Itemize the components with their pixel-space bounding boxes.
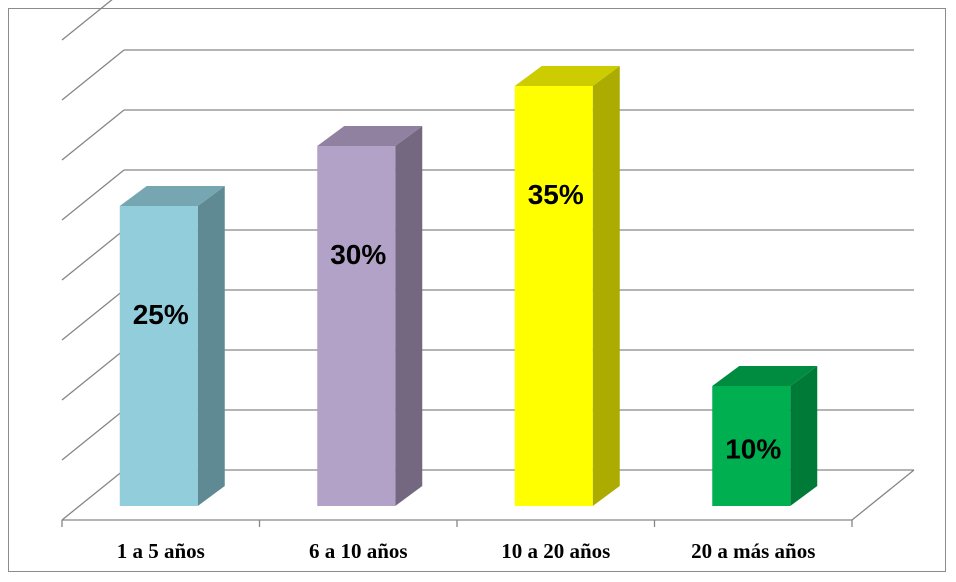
side-wall-gridline	[61, 229, 125, 281]
x-tick-label: 6 a 10 años	[309, 539, 408, 563]
side-wall-gridline	[61, 169, 125, 221]
bar	[119, 206, 198, 506]
bar	[712, 386, 791, 506]
bar-side	[197, 186, 225, 506]
side-wall-gridline	[61, 109, 125, 161]
bar-top	[317, 126, 423, 146]
side-wall-gridline	[61, 289, 125, 341]
data-label: 10%	[725, 433, 781, 464]
side-wall-gridline	[61, 0, 113, 41]
x-tick-label: 10 a 20 años	[501, 539, 610, 563]
bar-side	[790, 366, 818, 506]
bar-side	[592, 66, 620, 506]
side-wall-gridline	[61, 469, 125, 521]
x-tick-label: 20 a más años	[691, 539, 815, 563]
bar	[317, 146, 396, 506]
data-label: 30%	[330, 239, 386, 270]
bar-top	[712, 366, 818, 386]
bar-side	[395, 126, 423, 506]
data-label: 25%	[133, 299, 189, 330]
bar-top	[119, 186, 225, 206]
side-wall-gridline	[61, 349, 125, 401]
floor-edge-line	[851, 469, 915, 521]
bar-top	[514, 66, 620, 86]
bar	[514, 86, 593, 506]
data-label: 35%	[528, 179, 584, 210]
side-wall-gridline	[61, 409, 125, 461]
x-tick-label: 1 a 5 años	[117, 539, 205, 563]
side-wall-gridline	[61, 49, 125, 101]
